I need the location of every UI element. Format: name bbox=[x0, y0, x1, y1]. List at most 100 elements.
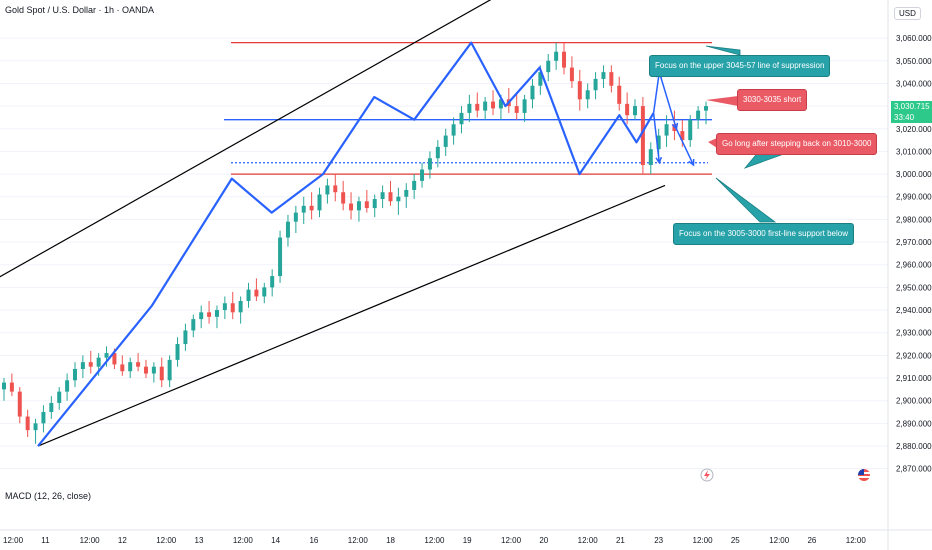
candle-body bbox=[680, 131, 685, 141]
x-tick-label: 14 bbox=[271, 536, 280, 545]
candle-body bbox=[514, 106, 519, 113]
y-tick-label: 2,920.000 bbox=[896, 351, 932, 360]
candle-body bbox=[562, 51, 567, 68]
candle-body bbox=[120, 364, 125, 372]
candle-body bbox=[333, 185, 338, 193]
candle-body bbox=[372, 199, 377, 209]
candle-body bbox=[569, 67, 574, 82]
candle bbox=[420, 162, 425, 188]
candle bbox=[222, 296, 227, 320]
candle bbox=[25, 409, 30, 437]
candle-body bbox=[396, 196, 401, 202]
candle bbox=[278, 230, 283, 283]
x-tick-label: 12:00 bbox=[501, 536, 522, 545]
candle-body bbox=[609, 72, 614, 86]
currency-button[interactable]: USD bbox=[894, 7, 921, 20]
candle bbox=[577, 69, 582, 111]
callout-tail bbox=[705, 45, 741, 56]
x-tick-label: 23 bbox=[654, 536, 663, 545]
candle-body bbox=[309, 205, 314, 211]
candle-body bbox=[364, 201, 369, 209]
price-axis[interactable]: 2,870.000 2,880.000 2,890.000 2,900.000 2,91… bbox=[887, 0, 932, 550]
y-tick-label: 3,010.000 bbox=[896, 147, 932, 156]
candle-body bbox=[380, 192, 385, 200]
y-tick-label: 3,060.000 bbox=[896, 34, 932, 43]
candle-body bbox=[467, 103, 472, 113]
candle-body bbox=[238, 300, 243, 313]
candle bbox=[633, 99, 638, 120]
candle-body bbox=[341, 192, 346, 204]
note-short[interactable]: 3030-3035 short bbox=[737, 89, 808, 111]
candle bbox=[554, 42, 559, 70]
current-price-value: 3,030.715 bbox=[894, 102, 930, 111]
candle-body bbox=[349, 203, 354, 211]
candle bbox=[309, 192, 314, 220]
lightning-icon[interactable] bbox=[700, 468, 714, 482]
candle bbox=[254, 278, 259, 301]
candle-body bbox=[498, 99, 503, 109]
y-tick-label: 2,980.000 bbox=[896, 215, 932, 224]
candle-body bbox=[2, 382, 6, 390]
candle bbox=[593, 72, 598, 100]
candle bbox=[80, 355, 85, 379]
candle-body bbox=[104, 353, 109, 358]
candle bbox=[49, 396, 54, 419]
candle bbox=[514, 92, 519, 120]
candle bbox=[325, 178, 330, 204]
projection-arrow bbox=[652, 72, 661, 114]
time-axis[interactable]: 12:00 11 12:00 12 12:00 13 12:00 14 16 12:00 18 12:… bbox=[0, 529, 932, 545]
x-tick-label: 25 bbox=[731, 536, 740, 545]
note-support[interactable]: Focus on the 3005-3000 first-line suppor… bbox=[673, 223, 854, 245]
candle bbox=[396, 187, 401, 215]
candle-body bbox=[285, 221, 290, 238]
x-tick-label: 16 bbox=[309, 536, 318, 545]
projection-arrow bbox=[658, 71, 678, 129]
candle-body bbox=[554, 51, 559, 61]
candle bbox=[569, 56, 574, 88]
candle bbox=[167, 355, 172, 388]
candle bbox=[41, 405, 46, 433]
x-tick-label: 12 bbox=[118, 536, 127, 545]
candle-body bbox=[317, 194, 322, 211]
x-tick-label: 12:00 bbox=[80, 536, 101, 545]
y-tick-label: 2,900.000 bbox=[896, 397, 932, 406]
us-flag-icon[interactable] bbox=[858, 469, 870, 481]
candle bbox=[199, 305, 204, 329]
candle-body bbox=[648, 149, 653, 166]
candle bbox=[530, 78, 535, 109]
note-long[interactable]: Go long after stepping back on 3010-3000 bbox=[716, 133, 878, 155]
candle bbox=[459, 106, 464, 134]
candle bbox=[349, 192, 354, 220]
candle bbox=[214, 305, 219, 329]
candle-body bbox=[617, 85, 622, 104]
candle-body bbox=[33, 423, 38, 431]
candle-body bbox=[159, 366, 164, 381]
candle-body bbox=[222, 303, 227, 311]
candle-body bbox=[625, 103, 630, 116]
x-tick-label: 11 bbox=[41, 536, 50, 545]
indicator-label[interactable]: MACD (12, 26, close) bbox=[5, 491, 92, 501]
candle bbox=[451, 117, 456, 145]
candle-body bbox=[427, 158, 432, 170]
candle bbox=[427, 151, 432, 179]
current-price-tag: 3,030.715 33:40 bbox=[891, 101, 932, 123]
candle bbox=[562, 42, 567, 75]
candle-body bbox=[451, 124, 456, 136]
candle bbox=[664, 115, 669, 147]
candle-body bbox=[143, 366, 148, 374]
candle bbox=[704, 101, 708, 125]
candle bbox=[72, 362, 77, 388]
candle-body bbox=[167, 359, 172, 381]
note-suppression[interactable]: Focus on the upper 3045-57 line of suppr… bbox=[649, 55, 831, 77]
candle bbox=[443, 128, 448, 156]
candle bbox=[175, 337, 180, 367]
candle-countdown: 33:40 bbox=[894, 113, 915, 122]
callout-tail bbox=[715, 177, 777, 223]
candle bbox=[65, 373, 70, 401]
candle bbox=[317, 187, 322, 218]
candle-body bbox=[704, 106, 708, 111]
candle bbox=[136, 353, 141, 372]
candle-body bbox=[270, 276, 275, 288]
candle-body bbox=[207, 312, 212, 317]
